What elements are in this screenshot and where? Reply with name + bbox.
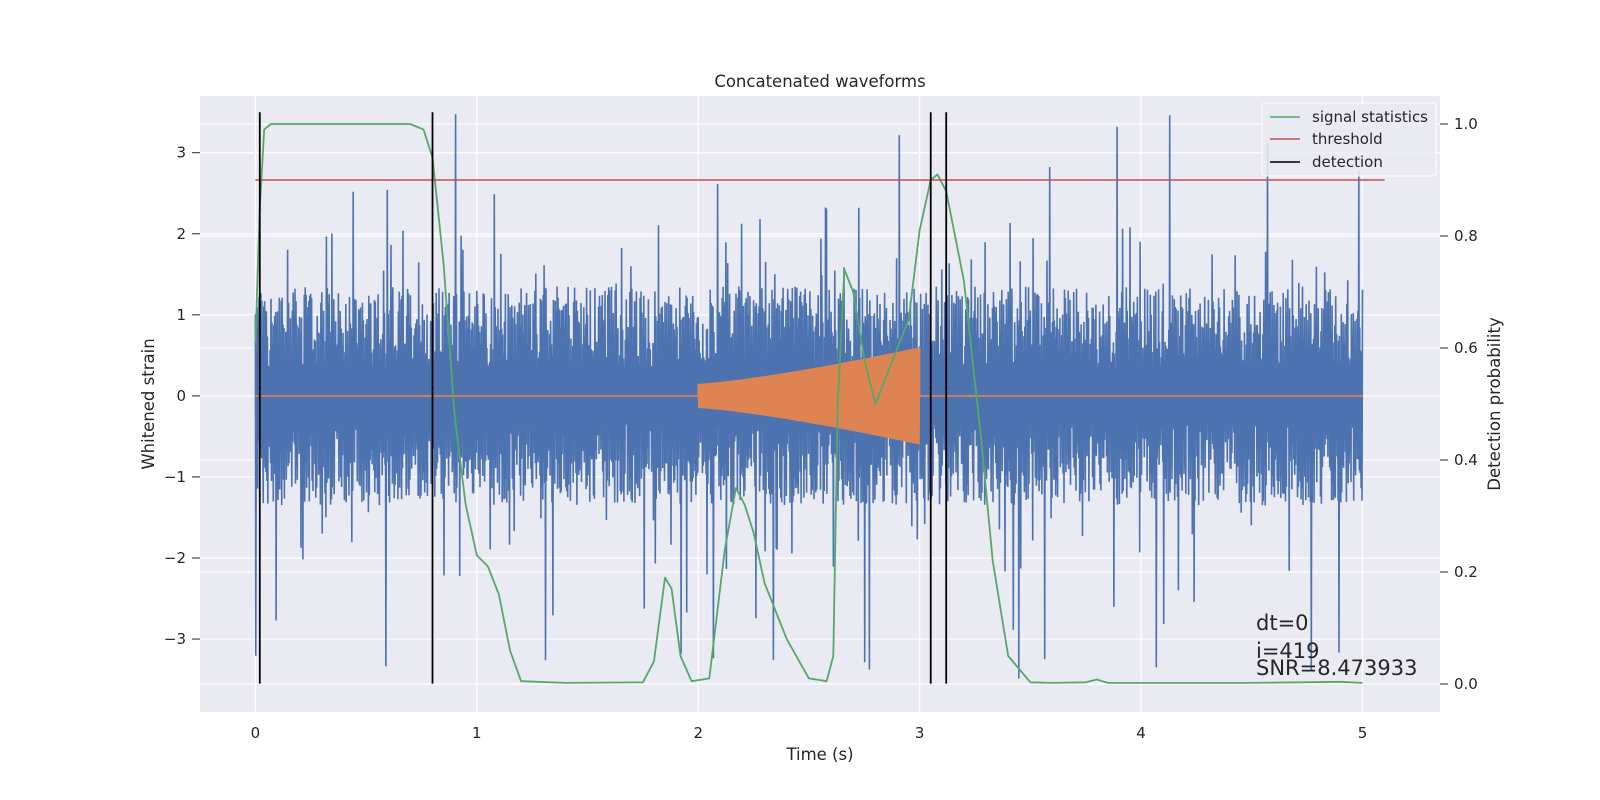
- waveform-line: [255, 347, 1363, 445]
- legend-box: [1261, 102, 1437, 177]
- y2-tick-label: 0.8: [1454, 227, 1478, 245]
- y-tick-label: −1: [164, 468, 186, 486]
- annotation-i: i=419: [1256, 639, 1320, 663]
- legend-label-signal-statistics: signal statistics: [1312, 108, 1428, 126]
- y-tick-label: 3: [176, 144, 186, 162]
- chart-title: Concatenated waveforms: [714, 72, 925, 91]
- y2-axis-ticks: 0.0 0.2 0.4 0.6 0.8 1.0: [1440, 115, 1478, 693]
- x-tick-label: 4: [1136, 724, 1146, 742]
- x-axis-label: Time (s): [785, 745, 853, 764]
- legend: signal statistics threshold detection: [1261, 102, 1437, 177]
- x-tick-label: 3: [915, 724, 925, 742]
- y-tick-label: 1: [176, 306, 186, 324]
- strain-line: [254, 114, 1364, 679]
- x-tick-label: 1: [472, 724, 482, 742]
- y2-tick-label: 1.0: [1454, 115, 1478, 133]
- annotation-snr: SNR=8.473933: [1256, 656, 1417, 680]
- x-tick-label: 5: [1358, 724, 1368, 742]
- y2-tick-label: 0.2: [1454, 563, 1478, 581]
- y2-tick-label: 0.4: [1454, 451, 1478, 469]
- y-tick-label: 0: [176, 387, 186, 405]
- signal-statistics-line: [254, 123, 1363, 684]
- x-tick-label: 0: [251, 724, 261, 742]
- waveform-series: [255, 347, 1363, 445]
- y2-axis-label: Detection probability: [1485, 317, 1504, 491]
- y-tick-label: −2: [164, 549, 186, 567]
- y2-tick-label: 0.6: [1454, 339, 1478, 357]
- y-tick-label: −3: [164, 630, 186, 648]
- strain-series: [254, 114, 1364, 679]
- y2-tick-label: 0.0: [1454, 675, 1478, 693]
- x-tick-label: 2: [693, 724, 703, 742]
- signal-statistics-series: [254, 123, 1363, 684]
- y-axis-ticks: −3 −2 −1 0 1 2 3: [164, 144, 200, 648]
- y-tick-label: 2: [176, 225, 186, 243]
- y-axis-label: Whitened strain: [139, 338, 158, 469]
- legend-label-detection: detection: [1312, 153, 1383, 171]
- detection-lines: [258, 112, 948, 684]
- legend-label-threshold: threshold: [1312, 130, 1383, 148]
- annotation-dt: dt=0: [1256, 611, 1309, 635]
- x-axis-ticks: 0 1 2 3 4 5: [251, 724, 1368, 742]
